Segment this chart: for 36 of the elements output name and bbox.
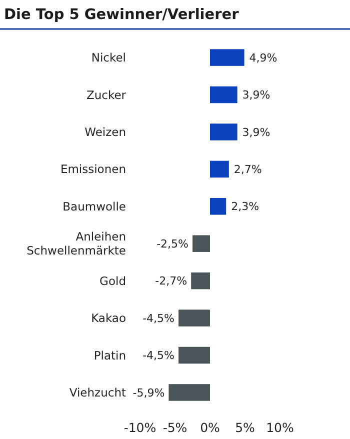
x-tick-label: -5% [162,420,188,435]
y-tick-label: Platin [94,348,126,362]
y-tick-label: Anleihen Schwellenmärkte [26,230,126,258]
chart-title: Die Top 5 Gewinner/Verlierer [4,7,240,23]
y-tick-label: Nickel [91,50,126,65]
data-label: 2,7% [234,163,262,176]
x-tick-label: 0% [200,420,220,435]
bar [210,160,229,178]
bar [210,49,244,66]
data-label: -5,9% [132,386,165,400]
y-tick-label: Weizen [84,124,126,139]
data-label: 4,9% [249,51,278,64]
y-tick-label: Viehzucht [69,385,126,400]
bar [168,384,210,401]
data-label: 3,9% [242,126,270,139]
bar [192,235,210,252]
data-label: -2,5% [156,237,188,250]
data-label: 3,9% [242,88,270,102]
y-tick-label: Gold [100,274,126,288]
x-tick-label: 5% [235,420,256,435]
bar [178,346,210,364]
x-tick-label: -10% [124,420,156,435]
y-tick-label: Baumwolle [62,199,126,214]
y-tick-label: Zucker [86,88,126,102]
data-label: -4,5% [142,312,174,325]
data-label: -4,5% [142,349,174,362]
bar [191,272,210,290]
y-tick-label: Kakao [91,311,126,326]
bar [210,86,238,104]
x-tick-label: 10% [266,420,294,435]
bar [210,198,226,215]
bar [210,124,238,140]
data-label: -2,7% [155,274,188,288]
data-label: 2,3% [231,200,260,214]
bar [178,310,210,326]
y-tick-label: Emissionen [60,162,126,176]
